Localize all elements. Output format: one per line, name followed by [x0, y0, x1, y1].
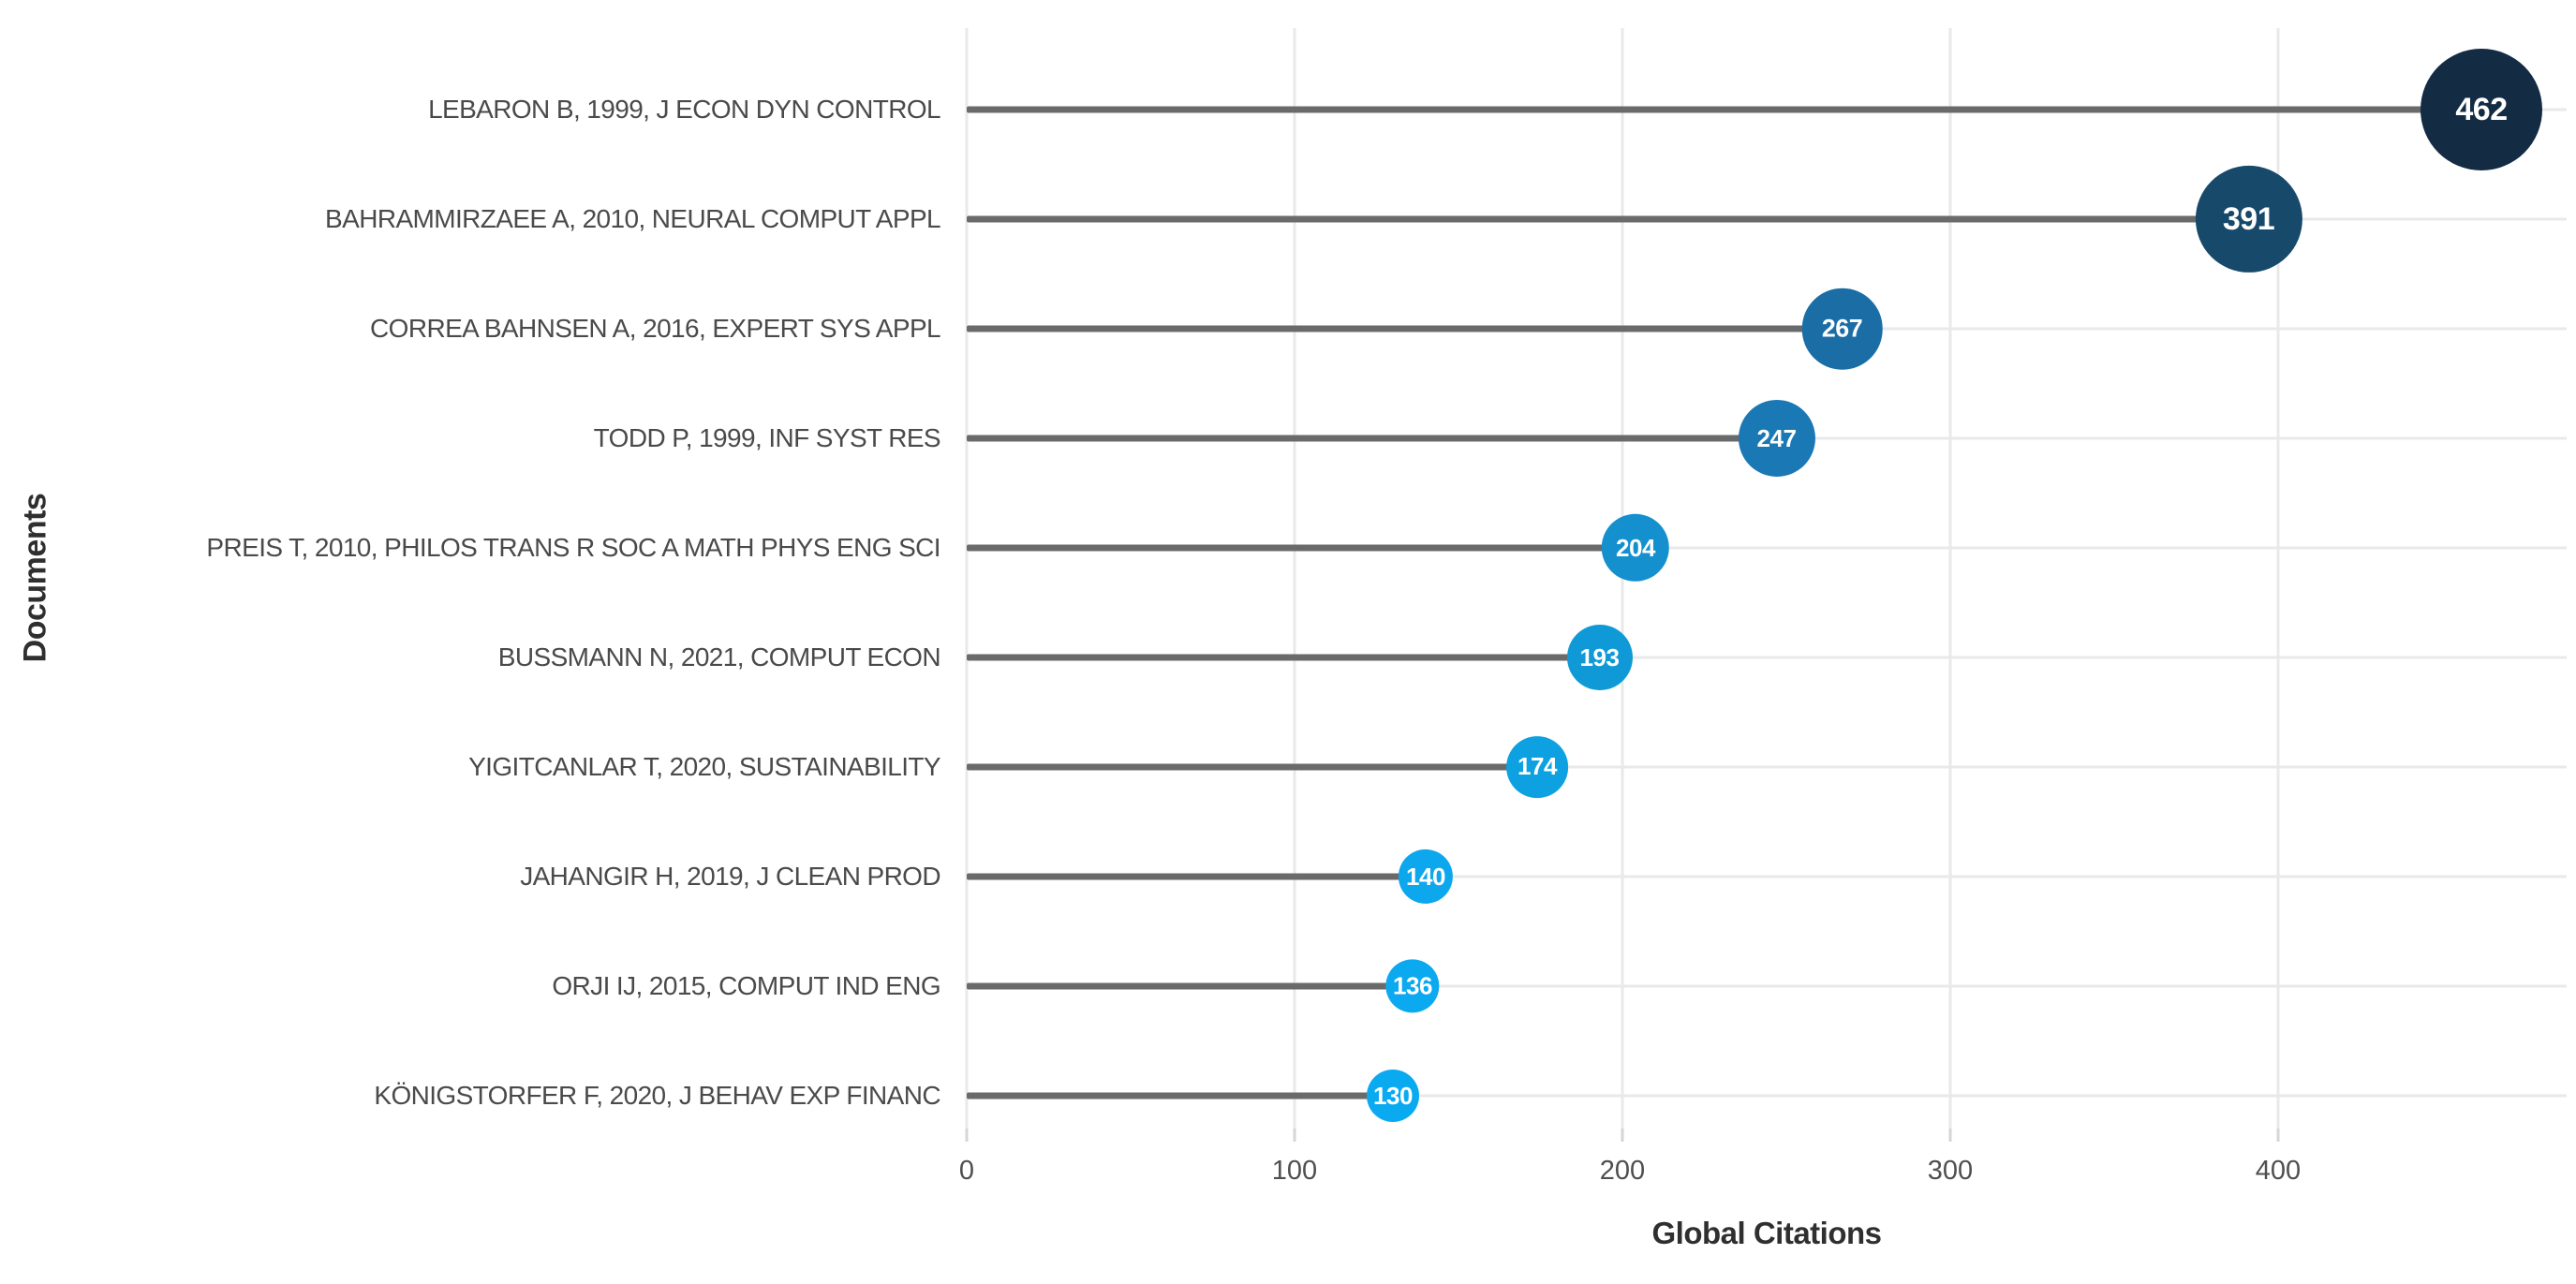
citation-bubble: 204: [1601, 513, 1670, 583]
lollipop-stem: [967, 763, 1537, 771]
x-tick-mark: [1293, 1129, 1296, 1142]
doc-label: TODD P, 1999, INF SYST RES: [593, 423, 941, 452]
doc-label: CORREA BAHNSEN A, 2016, EXPERT SYS APPL: [370, 314, 941, 343]
lollipop-stem: [967, 106, 2481, 113]
x-gridline: [965, 28, 969, 1129]
doc-label: KÖNIGSTORFER F, 2020, J BEHAV EXP FINANC: [374, 1081, 940, 1110]
x-tick-mark: [2276, 1129, 2280, 1142]
x-gridline: [1293, 28, 1296, 1129]
lollipop-stem: [967, 982, 1413, 990]
citation-bubble: 130: [1367, 1070, 1419, 1122]
x-tick-mark: [1621, 1129, 1624, 1142]
doc-label: PREIS T, 2010, PHILOS TRANS R SOC A MATH…: [206, 533, 940, 562]
x-tick-label: 200: [1599, 1156, 1646, 1186]
x-gridline: [2276, 28, 2280, 1129]
row-gridline: [967, 765, 2567, 769]
row-gridline: [967, 656, 2567, 659]
doc-label: LEBARON B, 1999, J ECON DYN CONTROL: [428, 95, 941, 124]
x-tick-label: 300: [1927, 1156, 1974, 1186]
doc-label: BUSSMANN N, 2021, COMPUT ECON: [497, 642, 941, 672]
x-gridline: [1948, 28, 1952, 1129]
citation-bubble: 140: [1398, 849, 1454, 905]
lollipop-stem: [967, 544, 1636, 552]
doc-label: ORJI IJ, 2015, COMPUT IND ENG: [552, 971, 940, 1000]
doc-label: YIGITCANLAR T, 2020, SUSTAINABILITY: [468, 752, 941, 781]
row-gridline: [967, 875, 2567, 878]
row-gridline: [967, 984, 2567, 988]
citation-bubble: 267: [1801, 288, 1883, 370]
x-tick-label: 0: [958, 1156, 975, 1186]
lollipop-stem: [967, 215, 2249, 223]
lollipop-stem: [967, 654, 1600, 661]
citation-bubble: 193: [1566, 624, 1633, 691]
doc-label: BAHRAMMIRZAEE A, 2010, NEURAL COMPUT APP…: [325, 204, 941, 233]
x-tick-label: 400: [2255, 1156, 2302, 1186]
row-gridline: [967, 546, 2567, 550]
citation-bubble: 462: [2421, 49, 2542, 170]
x-axis-title: Global Citations: [1651, 1216, 1882, 1250]
lollipop-stem: [967, 325, 1843, 332]
doc-label: JAHANGIR H, 2019, J CLEAN PROD: [520, 862, 940, 891]
citation-bubble: 136: [1385, 959, 1440, 1013]
lollipop-stem: [967, 435, 1777, 442]
citation-bubble: 174: [1506, 736, 1568, 798]
citation-bubble: 247: [1738, 399, 1815, 478]
x-tick-mark: [965, 1129, 969, 1142]
x-tick-mark: [1948, 1129, 1952, 1142]
lollipop-stem: [967, 873, 1426, 880]
lollipop-stem: [967, 1092, 1393, 1100]
x-tick-label: 100: [1271, 1156, 1318, 1186]
row-gridline: [967, 1094, 2567, 1098]
citation-bubble: 391: [2195, 165, 2302, 273]
